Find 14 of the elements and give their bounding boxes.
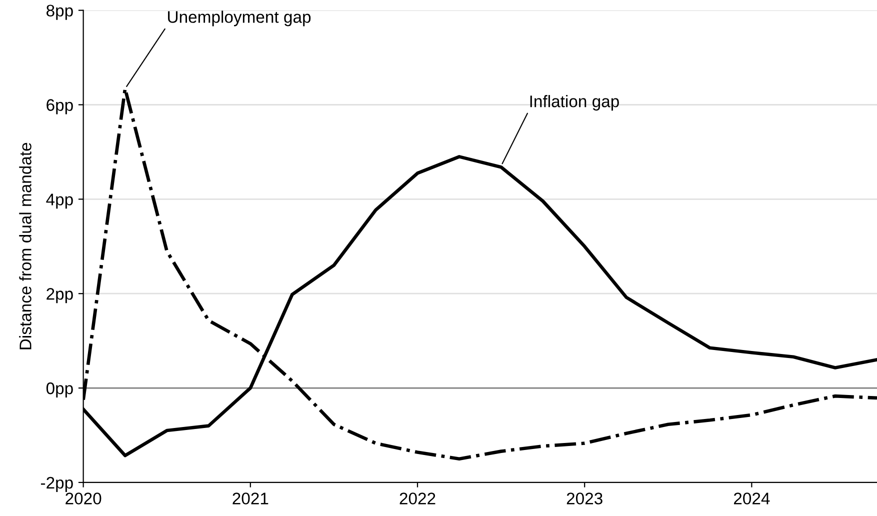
annotation: Inflation gap bbox=[530, 95, 619, 111]
y-tick-label: 4pp bbox=[46, 194, 73, 209]
y-tick-label: 2pp bbox=[46, 288, 73, 304]
x-tick-label: 2021 bbox=[232, 492, 268, 504]
x-tick-label: 2023 bbox=[566, 492, 602, 504]
y-tick-label: -2pp bbox=[40, 476, 73, 492]
x-tick-label: 2024 bbox=[734, 492, 770, 504]
y-tick-label: 6pp bbox=[46, 99, 73, 114]
y-tick-label: 8pp bbox=[46, 4, 73, 20]
annotation: Unemployment gap bbox=[168, 10, 311, 26]
y-tick-label: 0pp bbox=[46, 382, 73, 398]
x-tick-label: 2022 bbox=[400, 492, 436, 504]
y-axis-title: Distance from dual mandate bbox=[19, 142, 32, 350]
x-tick-label: 2020 bbox=[66, 492, 102, 504]
